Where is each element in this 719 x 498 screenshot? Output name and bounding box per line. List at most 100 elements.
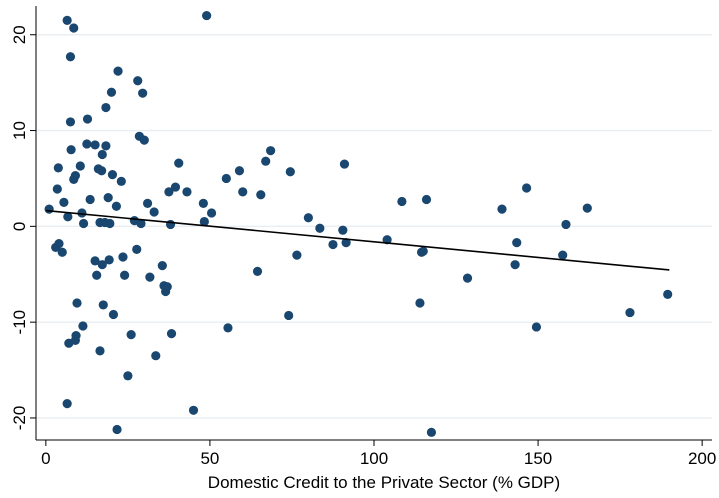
data-point <box>112 424 122 435</box>
data-point <box>98 300 108 310</box>
data-point <box>164 187 174 197</box>
data-point <box>90 256 100 266</box>
data-point <box>107 170 118 180</box>
data-point <box>315 223 325 233</box>
data-point <box>238 187 248 197</box>
data-point <box>256 190 266 200</box>
data-point <box>261 156 271 166</box>
x-tick-label: 0 <box>41 449 50 468</box>
x-tick-label: 100 <box>360 449 388 468</box>
data-point <box>97 260 107 270</box>
data-point <box>418 246 428 256</box>
data-point <box>70 170 80 181</box>
data-point <box>132 244 142 254</box>
data-point <box>303 213 313 223</box>
data-point <box>85 194 95 205</box>
data-point <box>497 204 507 214</box>
data-point <box>101 102 111 113</box>
data-point <box>92 270 102 280</box>
data-point <box>157 261 167 271</box>
data-point <box>63 212 73 222</box>
data-point <box>512 238 522 248</box>
data-point <box>126 330 136 340</box>
data-point <box>97 149 107 160</box>
data-point <box>341 238 351 248</box>
data-point <box>78 321 88 331</box>
data-point <box>116 176 126 186</box>
data-point <box>82 114 93 124</box>
data-point <box>120 270 130 280</box>
data-point <box>65 117 76 127</box>
data-point <box>113 66 123 76</box>
y-tick-label: -20 <box>10 406 29 431</box>
data-point <box>75 161 85 171</box>
data-point <box>136 218 146 229</box>
data-point <box>145 272 155 282</box>
data-point <box>165 219 176 230</box>
data-point <box>71 330 81 341</box>
data-point <box>72 298 82 308</box>
data-point <box>292 250 302 260</box>
data-point <box>95 346 105 356</box>
data-point <box>103 193 113 203</box>
data-points <box>44 10 673 437</box>
data-point <box>62 15 72 25</box>
y-tick-label: 20 <box>10 25 29 44</box>
y-tick-label: 10 <box>10 121 29 140</box>
data-point <box>82 139 92 149</box>
data-point <box>266 146 276 156</box>
data-point <box>118 252 128 262</box>
data-point <box>284 310 294 321</box>
data-point <box>166 329 177 339</box>
data-point <box>170 182 181 192</box>
data-point <box>44 204 54 214</box>
data-point <box>65 52 76 62</box>
data-point <box>338 225 348 235</box>
data-point <box>104 255 114 265</box>
data-point <box>138 88 148 98</box>
data-point <box>111 201 121 211</box>
data-point <box>52 184 62 194</box>
data-point <box>531 322 542 332</box>
fitted-line <box>45 209 670 271</box>
data-point <box>57 247 67 257</box>
data-point <box>397 196 407 207</box>
x-tick-label: 50 <box>200 449 219 468</box>
data-point <box>206 208 217 218</box>
data-point <box>421 194 432 205</box>
data-point <box>123 371 133 381</box>
data-point <box>510 260 520 270</box>
data-point <box>151 351 161 361</box>
data-point <box>328 239 338 250</box>
data-point <box>199 216 209 227</box>
data-point <box>174 158 184 168</box>
data-point <box>78 218 89 229</box>
data-point <box>582 203 592 213</box>
y-tick-label: -10 <box>10 310 29 335</box>
data-point <box>462 273 473 283</box>
x-tick-label: 200 <box>688 449 716 468</box>
data-point <box>188 405 199 415</box>
data-point <box>339 159 350 169</box>
data-point <box>558 250 568 260</box>
data-point <box>162 282 172 292</box>
data-point <box>426 427 437 437</box>
data-point <box>234 166 245 176</box>
data-point <box>101 141 111 151</box>
grid-lines <box>36 34 712 419</box>
data-point <box>252 266 263 276</box>
data-point <box>108 309 119 320</box>
data-point <box>59 197 69 208</box>
data-point <box>54 238 64 249</box>
data-point <box>69 23 79 33</box>
data-point <box>223 323 233 333</box>
data-point <box>62 398 72 409</box>
data-point <box>142 198 153 208</box>
data-point <box>521 183 532 193</box>
data-point <box>97 166 107 176</box>
data-point <box>77 208 87 218</box>
data-point <box>285 167 295 177</box>
data-point <box>221 173 231 184</box>
data-point <box>663 289 673 299</box>
